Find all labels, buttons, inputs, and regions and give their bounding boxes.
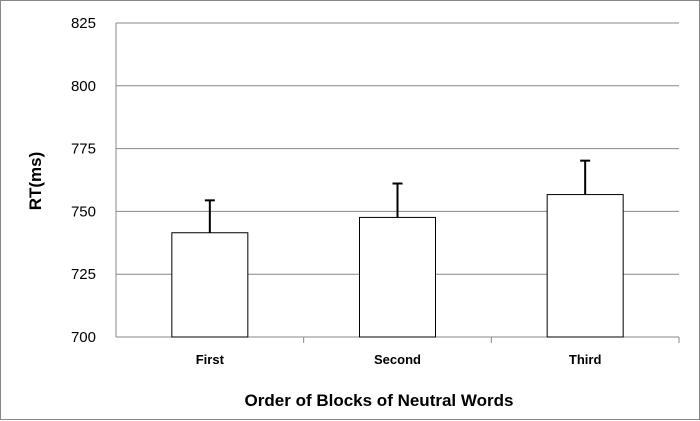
bar bbox=[171, 232, 249, 338]
y-tick-label: 700 bbox=[71, 329, 96, 346]
x-axis-label: Order of Blocks of Neutral Words bbox=[245, 391, 514, 410]
y-tick-label: 725 bbox=[71, 266, 96, 283]
x-tick-label: First bbox=[196, 352, 225, 367]
y-tick-label: 825 bbox=[71, 15, 96, 32]
y-tick-label: 750 bbox=[71, 203, 96, 220]
x-tick-label: Third bbox=[569, 352, 602, 367]
bar bbox=[546, 194, 624, 338]
bar bbox=[359, 216, 436, 338]
x-tick-label: Second bbox=[374, 352, 421, 367]
y-tick-label: 800 bbox=[71, 78, 96, 95]
y-axis-label: RT(ms) bbox=[26, 152, 45, 211]
y-tick-label: 775 bbox=[71, 141, 96, 158]
